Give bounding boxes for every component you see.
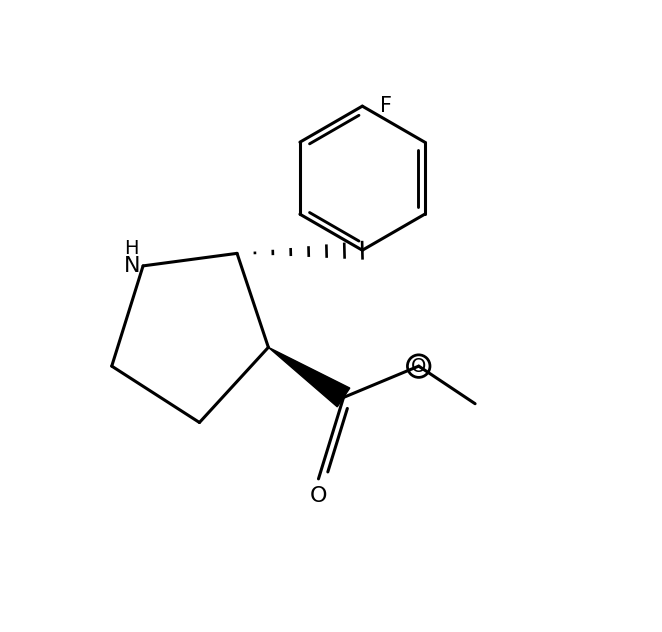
Polygon shape — [268, 348, 350, 407]
Text: O: O — [310, 487, 327, 506]
Text: F: F — [380, 96, 392, 116]
Text: O: O — [411, 356, 426, 375]
Text: H: H — [124, 239, 139, 258]
Text: N: N — [124, 256, 140, 276]
